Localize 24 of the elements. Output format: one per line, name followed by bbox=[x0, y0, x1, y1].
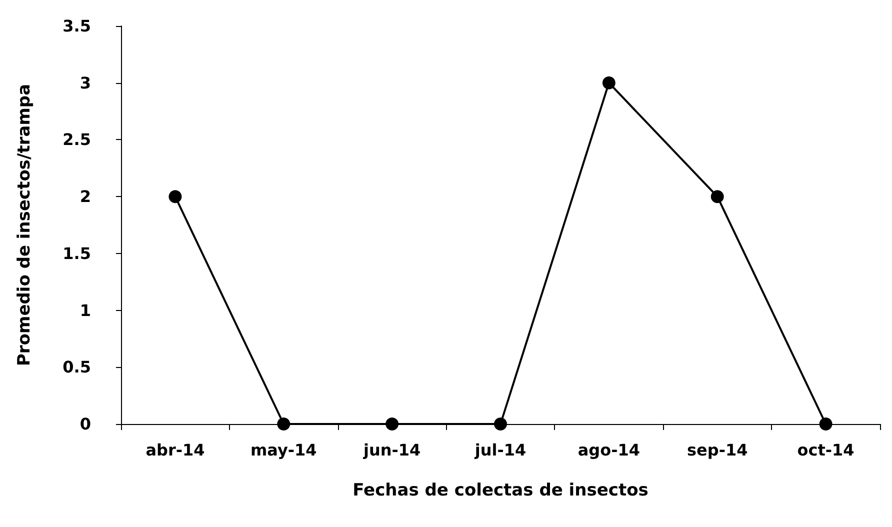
point bbox=[277, 418, 290, 430]
y-tick-label: 3.5 bbox=[62, 16, 91, 36]
x-tick-label: abr-14 bbox=[146, 440, 205, 460]
point bbox=[819, 418, 832, 430]
x-tick-label: sep-14 bbox=[686, 440, 748, 460]
y-tick-label: 0 bbox=[80, 414, 91, 434]
x-tick-label: oct-14 bbox=[797, 440, 854, 460]
y-tick-label: 0.5 bbox=[62, 358, 91, 377]
x-axis-title: Fechas de colectas de insectos bbox=[352, 480, 648, 500]
point bbox=[168, 190, 182, 204]
y-axis-title: Promedio de insectos/trampa bbox=[14, 84, 34, 366]
point bbox=[386, 418, 399, 430]
point bbox=[602, 76, 616, 90]
y-tick-label: 3 bbox=[80, 73, 91, 92]
point bbox=[494, 418, 507, 430]
x-tick-label: ago-14 bbox=[578, 440, 640, 460]
point bbox=[710, 190, 724, 204]
x-tick-label: may-14 bbox=[250, 440, 317, 460]
y-tick-label: 1 bbox=[80, 300, 91, 320]
y-tick-label: 1.5 bbox=[62, 244, 91, 263]
x-tick-label: jun-14 bbox=[362, 440, 421, 460]
y-tick-label: 2 bbox=[80, 187, 91, 206]
y-tick-label: 2.5 bbox=[62, 130, 91, 150]
x-tick-label: jul-14 bbox=[474, 440, 526, 460]
